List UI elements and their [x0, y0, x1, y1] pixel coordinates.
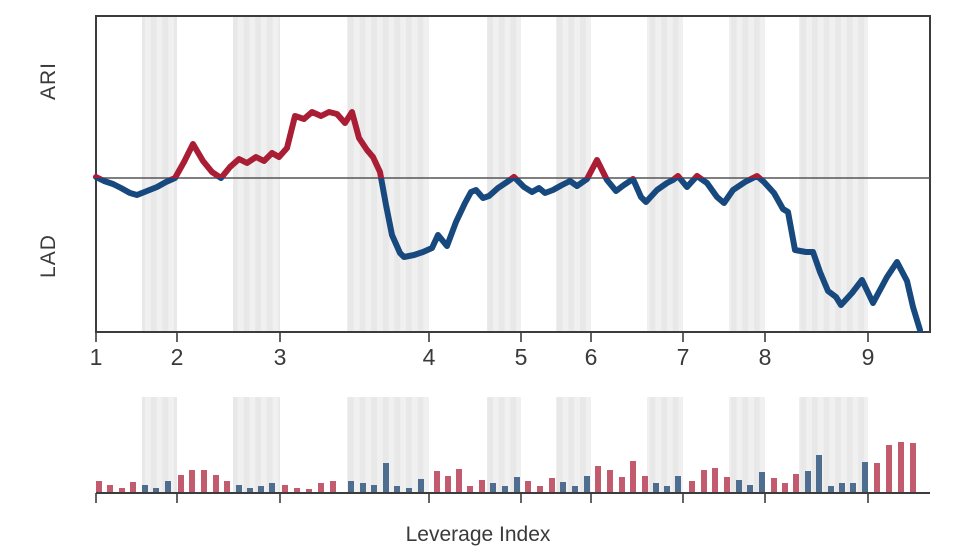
- win-prob-line-ari-segments: [93, 109, 764, 178]
- leverage-bar-home: [584, 476, 590, 493]
- leverage-bar-home: [664, 486, 670, 493]
- leverage-bar-home: [360, 483, 366, 493]
- leverage-bar-away: [771, 478, 777, 493]
- win-prob-line-lad-segments: [93, 178, 923, 333]
- leverage-bar-home: [153, 488, 159, 493]
- x-tick-label-inning-5: 5: [514, 344, 528, 370]
- leverage-bar-home: [572, 486, 578, 493]
- leverage-bar-away: [886, 445, 892, 493]
- leverage-bar-home: [653, 483, 659, 493]
- leverage-bar-away: [689, 481, 695, 493]
- leverage-bar-away: [306, 489, 312, 493]
- inning-bottom-shading-main: [142, 17, 177, 331]
- leverage-bar-away: [201, 470, 207, 493]
- leverage-bar-home: [269, 483, 275, 493]
- leverage-bar-home: [383, 463, 389, 493]
- leverage-bar-away: [119, 488, 125, 493]
- inning-bottom-shading-main: [729, 17, 765, 331]
- leverage-bar-away: [782, 483, 788, 493]
- inning-bottom-shading-main: [487, 17, 521, 331]
- leverage-bar-away: [282, 485, 288, 493]
- y-axis-label-ari: ARI: [37, 62, 60, 101]
- leverage-bar-home: [247, 488, 253, 493]
- leverage-bar-home: [236, 485, 242, 493]
- leverage-bar-away: [549, 478, 555, 493]
- leverage-bar-away: [189, 470, 195, 493]
- leverage-bar-home: [502, 486, 508, 493]
- plot-border: [95, 15, 931, 333]
- x-tick-label-inning-6: 6: [584, 344, 598, 370]
- leverage-bar-away: [525, 481, 531, 493]
- x-tick-label-inning-2: 2: [170, 344, 184, 370]
- leverage-bar-away: [874, 463, 880, 493]
- leverage-bar-away: [712, 468, 718, 493]
- leverage-bar-home: [514, 477, 520, 493]
- leverage-bar-away: [724, 477, 730, 493]
- leverage-bar-away: [537, 486, 543, 493]
- leverage-bar-away: [642, 476, 648, 493]
- leverage-bar-away: [224, 481, 230, 493]
- leverage-bar-home: [258, 486, 264, 493]
- leverage-bar-home: [371, 485, 377, 493]
- leverage-bar-away: [178, 475, 184, 493]
- leverage-bar-home: [759, 472, 765, 493]
- leverage-bar-away: [330, 481, 336, 493]
- leverage-bar-home: [747, 485, 753, 493]
- leverage-bar-away: [107, 485, 113, 493]
- inning-bottom-shading-leverage: [233, 397, 280, 492]
- leverage-bar-home: [828, 486, 834, 493]
- leverage-bar-home: [675, 476, 681, 493]
- leverage-bar-home: [348, 481, 354, 493]
- x-tick-label-inning-8: 8: [758, 344, 772, 370]
- x-tick-label-inning-1: 1: [89, 344, 103, 370]
- leverage-bar-home: [406, 488, 412, 493]
- y-axis-label-lad: LAD: [37, 234, 60, 278]
- x-axis-label: Leverage Index: [405, 523, 551, 546]
- leverage-bar-away: [456, 469, 462, 493]
- leverage-bar-home: [850, 483, 856, 493]
- leverage-bar-home: [816, 455, 822, 493]
- leverage-bar-away: [898, 442, 904, 493]
- leverage-bar-away: [294, 488, 300, 493]
- inning-bottom-shading-main: [347, 17, 429, 331]
- leverage-bar-away: [701, 470, 707, 493]
- leverage-bar-home: [418, 479, 424, 493]
- leverage-bar-home: [862, 462, 868, 493]
- inning-bottom-shading-leverage: [487, 397, 521, 492]
- leverage-bar-home: [142, 485, 148, 493]
- leverage-bar-away: [130, 482, 136, 493]
- leverage-bar-home: [805, 471, 811, 493]
- leverage-bar-away: [318, 483, 324, 493]
- leverage-bar-away: [479, 480, 485, 493]
- x-tick-label-inning-3: 3: [273, 344, 287, 370]
- inning-bottom-shading-main: [233, 17, 280, 331]
- x-tick-label-inning-4: 4: [422, 344, 436, 370]
- leverage-bar-away: [213, 475, 219, 493]
- inning-bottom-shading-leverage: [142, 397, 177, 492]
- leverage-bar-away: [619, 477, 625, 493]
- leverage-bar-home: [736, 480, 742, 493]
- leverage-bar-home: [490, 483, 496, 493]
- leverage-bar-home: [165, 481, 171, 493]
- leverage-bar-away: [607, 470, 613, 493]
- leverage-bar-away: [910, 443, 916, 493]
- leverage-bar-away: [96, 481, 102, 493]
- inning-bottom-shading-main: [556, 17, 591, 331]
- leverage-bar-home: [560, 482, 566, 493]
- leverage-bar-away: [595, 466, 601, 493]
- leverage-bar-away: [793, 474, 799, 493]
- leverage-bar-away: [434, 471, 440, 493]
- leverage-bar-away: [445, 476, 451, 493]
- x-tick-label-inning-9: 9: [861, 344, 875, 370]
- leverage-bar-home: [394, 486, 400, 493]
- leverage-bar-home: [839, 483, 845, 493]
- x-tick-label-inning-7: 7: [676, 344, 690, 370]
- leverage-bar-away: [467, 486, 473, 493]
- leverage-bar-away: [630, 461, 636, 493]
- inning-bottom-shading-main: [799, 17, 868, 331]
